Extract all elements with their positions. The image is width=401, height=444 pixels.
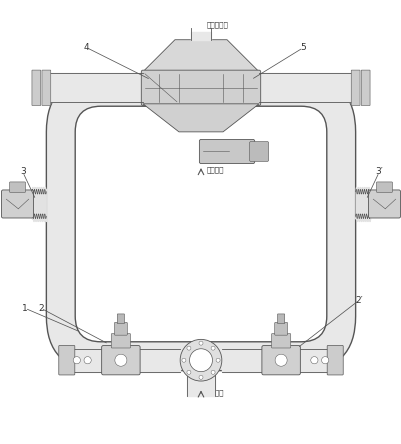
FancyBboxPatch shape	[42, 70, 51, 106]
FancyBboxPatch shape	[274, 322, 287, 335]
FancyBboxPatch shape	[368, 190, 399, 218]
Text: 3: 3	[20, 167, 26, 176]
FancyBboxPatch shape	[32, 70, 41, 106]
Text: 3′: 3′	[375, 167, 382, 176]
FancyBboxPatch shape	[249, 142, 268, 162]
FancyBboxPatch shape	[326, 345, 342, 375]
FancyBboxPatch shape	[261, 345, 300, 375]
Text: 空气入口: 空气入口	[207, 166, 224, 173]
Circle shape	[73, 357, 80, 364]
Circle shape	[189, 349, 212, 372]
FancyBboxPatch shape	[271, 333, 290, 348]
FancyBboxPatch shape	[111, 333, 130, 348]
FancyBboxPatch shape	[350, 70, 359, 106]
Circle shape	[182, 358, 185, 362]
Text: 2′: 2′	[354, 296, 362, 305]
Circle shape	[186, 370, 190, 374]
Text: 4: 4	[84, 43, 89, 52]
FancyBboxPatch shape	[10, 182, 26, 192]
Circle shape	[216, 358, 219, 362]
Circle shape	[186, 346, 190, 350]
FancyBboxPatch shape	[59, 345, 75, 375]
FancyBboxPatch shape	[199, 139, 254, 163]
Text: 混合气出口: 混合气出口	[207, 21, 228, 28]
FancyBboxPatch shape	[114, 322, 127, 335]
Circle shape	[180, 339, 221, 381]
Text: 5: 5	[300, 43, 305, 52]
Text: 1: 1	[22, 304, 28, 313]
FancyBboxPatch shape	[375, 182, 391, 192]
Polygon shape	[143, 104, 258, 132]
FancyBboxPatch shape	[46, 77, 355, 371]
Polygon shape	[143, 40, 258, 72]
Circle shape	[211, 370, 215, 374]
Circle shape	[115, 354, 127, 366]
Circle shape	[274, 354, 286, 366]
Text: 2: 2	[38, 304, 43, 313]
FancyBboxPatch shape	[141, 70, 260, 105]
Circle shape	[198, 375, 203, 379]
FancyBboxPatch shape	[360, 70, 369, 106]
Circle shape	[211, 346, 215, 350]
FancyBboxPatch shape	[2, 190, 33, 218]
FancyBboxPatch shape	[101, 345, 140, 375]
Text: 燃气入口: 燃气入口	[207, 389, 224, 396]
FancyBboxPatch shape	[75, 106, 326, 342]
FancyBboxPatch shape	[117, 314, 124, 324]
Circle shape	[84, 357, 91, 364]
Circle shape	[310, 357, 317, 364]
Circle shape	[321, 357, 328, 364]
Circle shape	[198, 341, 203, 345]
FancyBboxPatch shape	[277, 314, 284, 324]
